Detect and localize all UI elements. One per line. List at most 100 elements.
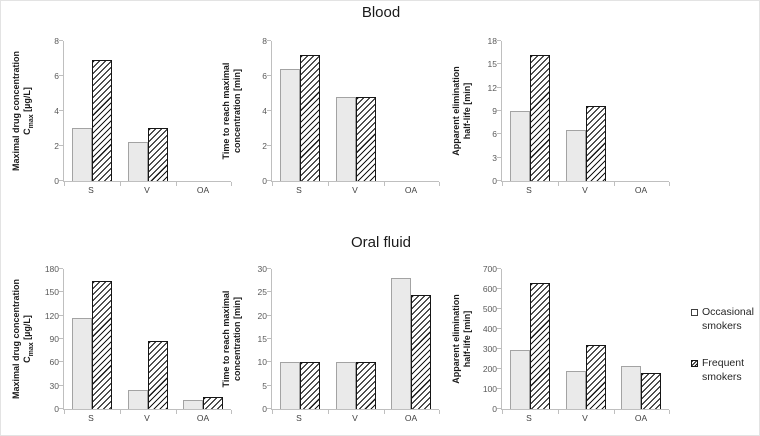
chart-blood-halflife: Apparent elimination half-life [min] 0 3 6 9… <box>445 29 670 198</box>
x-tick-mark <box>384 410 385 414</box>
bar-groups <box>272 41 439 181</box>
y-tick-label: 400 <box>482 324 497 334</box>
bar-frequent-s <box>299 362 320 409</box>
x-tick-mark <box>558 410 559 414</box>
bar-group-v <box>558 269 614 409</box>
y-tick-label: 30 <box>257 264 267 274</box>
y-tick-label: 2 <box>54 141 59 151</box>
x-category-label: S <box>88 413 94 423</box>
y-axis-title: Maximal drug concentration Cmax [µg/L] <box>11 278 35 400</box>
y-axis-title: Time to reach maximal concentration [min] <box>221 290 242 388</box>
y-tick-label: 6 <box>54 71 59 81</box>
y-axis-ticks: 0 30 60 90 120 150 180 <box>41 264 63 414</box>
y-axis-ticks: 0 2 4 6 8 <box>41 36 63 186</box>
legend: Occasional smokers Frequent smokers <box>691 306 759 408</box>
x-category-label: V <box>352 185 358 195</box>
x-tick-mark <box>64 410 65 414</box>
y-tick-label: 180 <box>44 264 59 274</box>
plot-area <box>267 268 440 414</box>
y-tick-mark <box>59 384 63 386</box>
y-tick-label: 12 <box>487 82 497 93</box>
y-axis-title: Apparent elimination half-life [min] <box>451 66 472 156</box>
y-tick-label: 6 <box>262 71 267 81</box>
y-tick-label: 100 <box>482 384 497 394</box>
x-tick-mark <box>176 410 177 414</box>
x-axis-labels: S V OA <box>271 181 439 198</box>
x-tick-mark <box>120 182 121 186</box>
x-tick-mark <box>439 182 440 186</box>
y-tick-label: 4 <box>54 106 59 116</box>
x-tick-mark <box>64 182 65 186</box>
x-category-label: V <box>352 413 358 423</box>
y-tick-mark <box>497 348 501 349</box>
x-category-label: S <box>526 185 532 195</box>
y-tick-mark <box>267 384 271 386</box>
bar-groups <box>502 269 669 409</box>
y-tick-mark <box>59 268 63 269</box>
y-tick-label: 0 <box>262 404 267 414</box>
y-tick-label: 2 <box>262 141 267 151</box>
y-tick-label: 3 <box>492 152 497 163</box>
y-tick-label: 700 <box>482 264 497 274</box>
y-tick-label: 200 <box>482 364 497 374</box>
y-tick-label: 0 <box>54 404 59 414</box>
y-tick-mark <box>59 180 63 181</box>
bar-frequent-v <box>355 362 376 409</box>
bar-group-v <box>328 269 384 409</box>
x-tick-mark <box>176 182 177 186</box>
x-axis-labels: S V OA <box>501 409 669 426</box>
y-tick-mark <box>267 110 271 111</box>
plot-area <box>267 40 440 186</box>
y-tick-mark <box>497 40 501 41</box>
x-tick-mark <box>439 410 440 414</box>
bar-group-oa <box>383 269 439 409</box>
bar-frequent-s <box>91 60 112 181</box>
bar-occasional-v <box>335 97 356 181</box>
x-axis-labels: S V OA <box>63 409 231 426</box>
y-axis-title-area: Apparent elimination half-life [min] <box>445 29 479 181</box>
frequent-smokers-swatch-icon <box>691 360 698 367</box>
y-tick-label: 8 <box>54 36 59 46</box>
bar-frequent-v <box>585 106 606 181</box>
legend-label-line: smokers <box>702 319 742 332</box>
x-axis-labels: S V OA <box>501 181 669 198</box>
y-tick-mark <box>59 408 63 409</box>
bar-group-s <box>272 269 328 409</box>
bar-group-s <box>502 269 558 409</box>
bar-occasional-oa <box>183 400 204 409</box>
bar-groups <box>272 269 439 409</box>
bar-frequent-s <box>91 281 112 409</box>
oral-fluid-section-title: Oral fluid <box>350 234 412 251</box>
bar-group-v <box>120 269 176 409</box>
y-tick-label: 600 <box>482 284 497 294</box>
y-axis-title-area: Maximal drug concentration Cmax [µg/L] <box>7 257 41 409</box>
chart-oralfluid-tmax: Time to reach maximal concentration [min]… <box>215 257 440 426</box>
y-tick-mark <box>59 314 63 316</box>
y-tick-mark <box>59 110 63 111</box>
bar-frequent-v <box>147 128 168 181</box>
x-category-label: OA <box>634 413 648 423</box>
y-tick-label: 150 <box>44 287 59 298</box>
bar-group-oa <box>383 41 439 181</box>
x-category-label: S <box>296 413 302 423</box>
x-category-label: S <box>88 185 94 195</box>
bar-group-s <box>272 41 328 181</box>
y-tick-mark <box>497 133 501 135</box>
x-axis-labels: S V OA <box>271 409 439 426</box>
x-category-label: S <box>296 185 302 195</box>
y-axis-ticks: 0 100 200 300 400 500 600 700 <box>479 264 501 414</box>
x-tick-mark <box>328 182 329 186</box>
y-tick-mark <box>59 338 63 339</box>
x-category-label: S <box>526 413 532 423</box>
y-tick-label: 10 <box>257 357 267 368</box>
y-axis-ticks: 0 2 4 6 8 <box>249 36 271 186</box>
bar-occasional-s <box>279 362 300 409</box>
chart-blood-tmax: Time to reach maximal concentration [min]… <box>215 29 440 198</box>
y-tick-mark <box>267 268 271 269</box>
y-axis-ticks: 0 5 10 15 20 25 30 <box>249 264 271 414</box>
y-tick-mark <box>267 180 271 181</box>
x-tick-mark <box>272 182 273 186</box>
x-category-label: OA <box>196 185 210 195</box>
y-tick-label: 15 <box>487 59 497 70</box>
y-tick-mark <box>267 145 271 146</box>
